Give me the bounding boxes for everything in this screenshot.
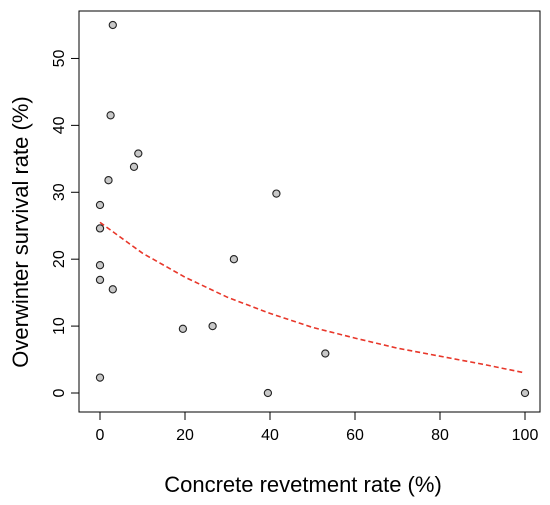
fit-curve [99, 221, 526, 374]
data-point [208, 321, 217, 331]
data-point [106, 111, 115, 120]
y-tick-label: 50 [51, 49, 68, 67]
data-point [321, 349, 330, 358]
axes [71, 10, 541, 420]
data-point [95, 373, 105, 382]
x-tick-label: 60 [346, 427, 364, 444]
y-tick-label: 10 [51, 317, 68, 335]
data-point [108, 285, 117, 294]
y-tick-label: 0 [51, 388, 68, 397]
data-point [95, 261, 105, 270]
data-point [95, 224, 105, 233]
y-axis-title: Overwinter survival rate (%) [8, 96, 33, 367]
x-tick-label: 80 [431, 427, 449, 444]
y-tick-label: 20 [51, 250, 68, 268]
x-tick-label: 100 [512, 427, 539, 444]
data-point [108, 20, 117, 30]
data-point [129, 162, 139, 171]
data-point [178, 324, 188, 333]
tick-labels: 0 20 40 60 80 100 0 10 20 30 40 50 [51, 49, 538, 444]
data-points [95, 20, 530, 398]
fit-curve-layer [99, 221, 526, 374]
x-tick-label: 20 [176, 427, 194, 444]
data-point [229, 255, 239, 264]
data-point [104, 176, 113, 185]
data-point [272, 189, 281, 198]
y-tick-label: 40 [51, 116, 68, 134]
data-point [520, 388, 530, 398]
x-tick-label: 0 [96, 427, 105, 444]
data-point [95, 275, 105, 285]
data-point [95, 200, 105, 210]
x-axis-title: Concrete revetment rate (%) [164, 472, 442, 497]
x-tick-label: 40 [261, 427, 279, 444]
data-point [134, 149, 143, 158]
plot-frame [78, 10, 541, 413]
y-tick-label: 30 [51, 183, 68, 201]
data-point [263, 388, 273, 398]
